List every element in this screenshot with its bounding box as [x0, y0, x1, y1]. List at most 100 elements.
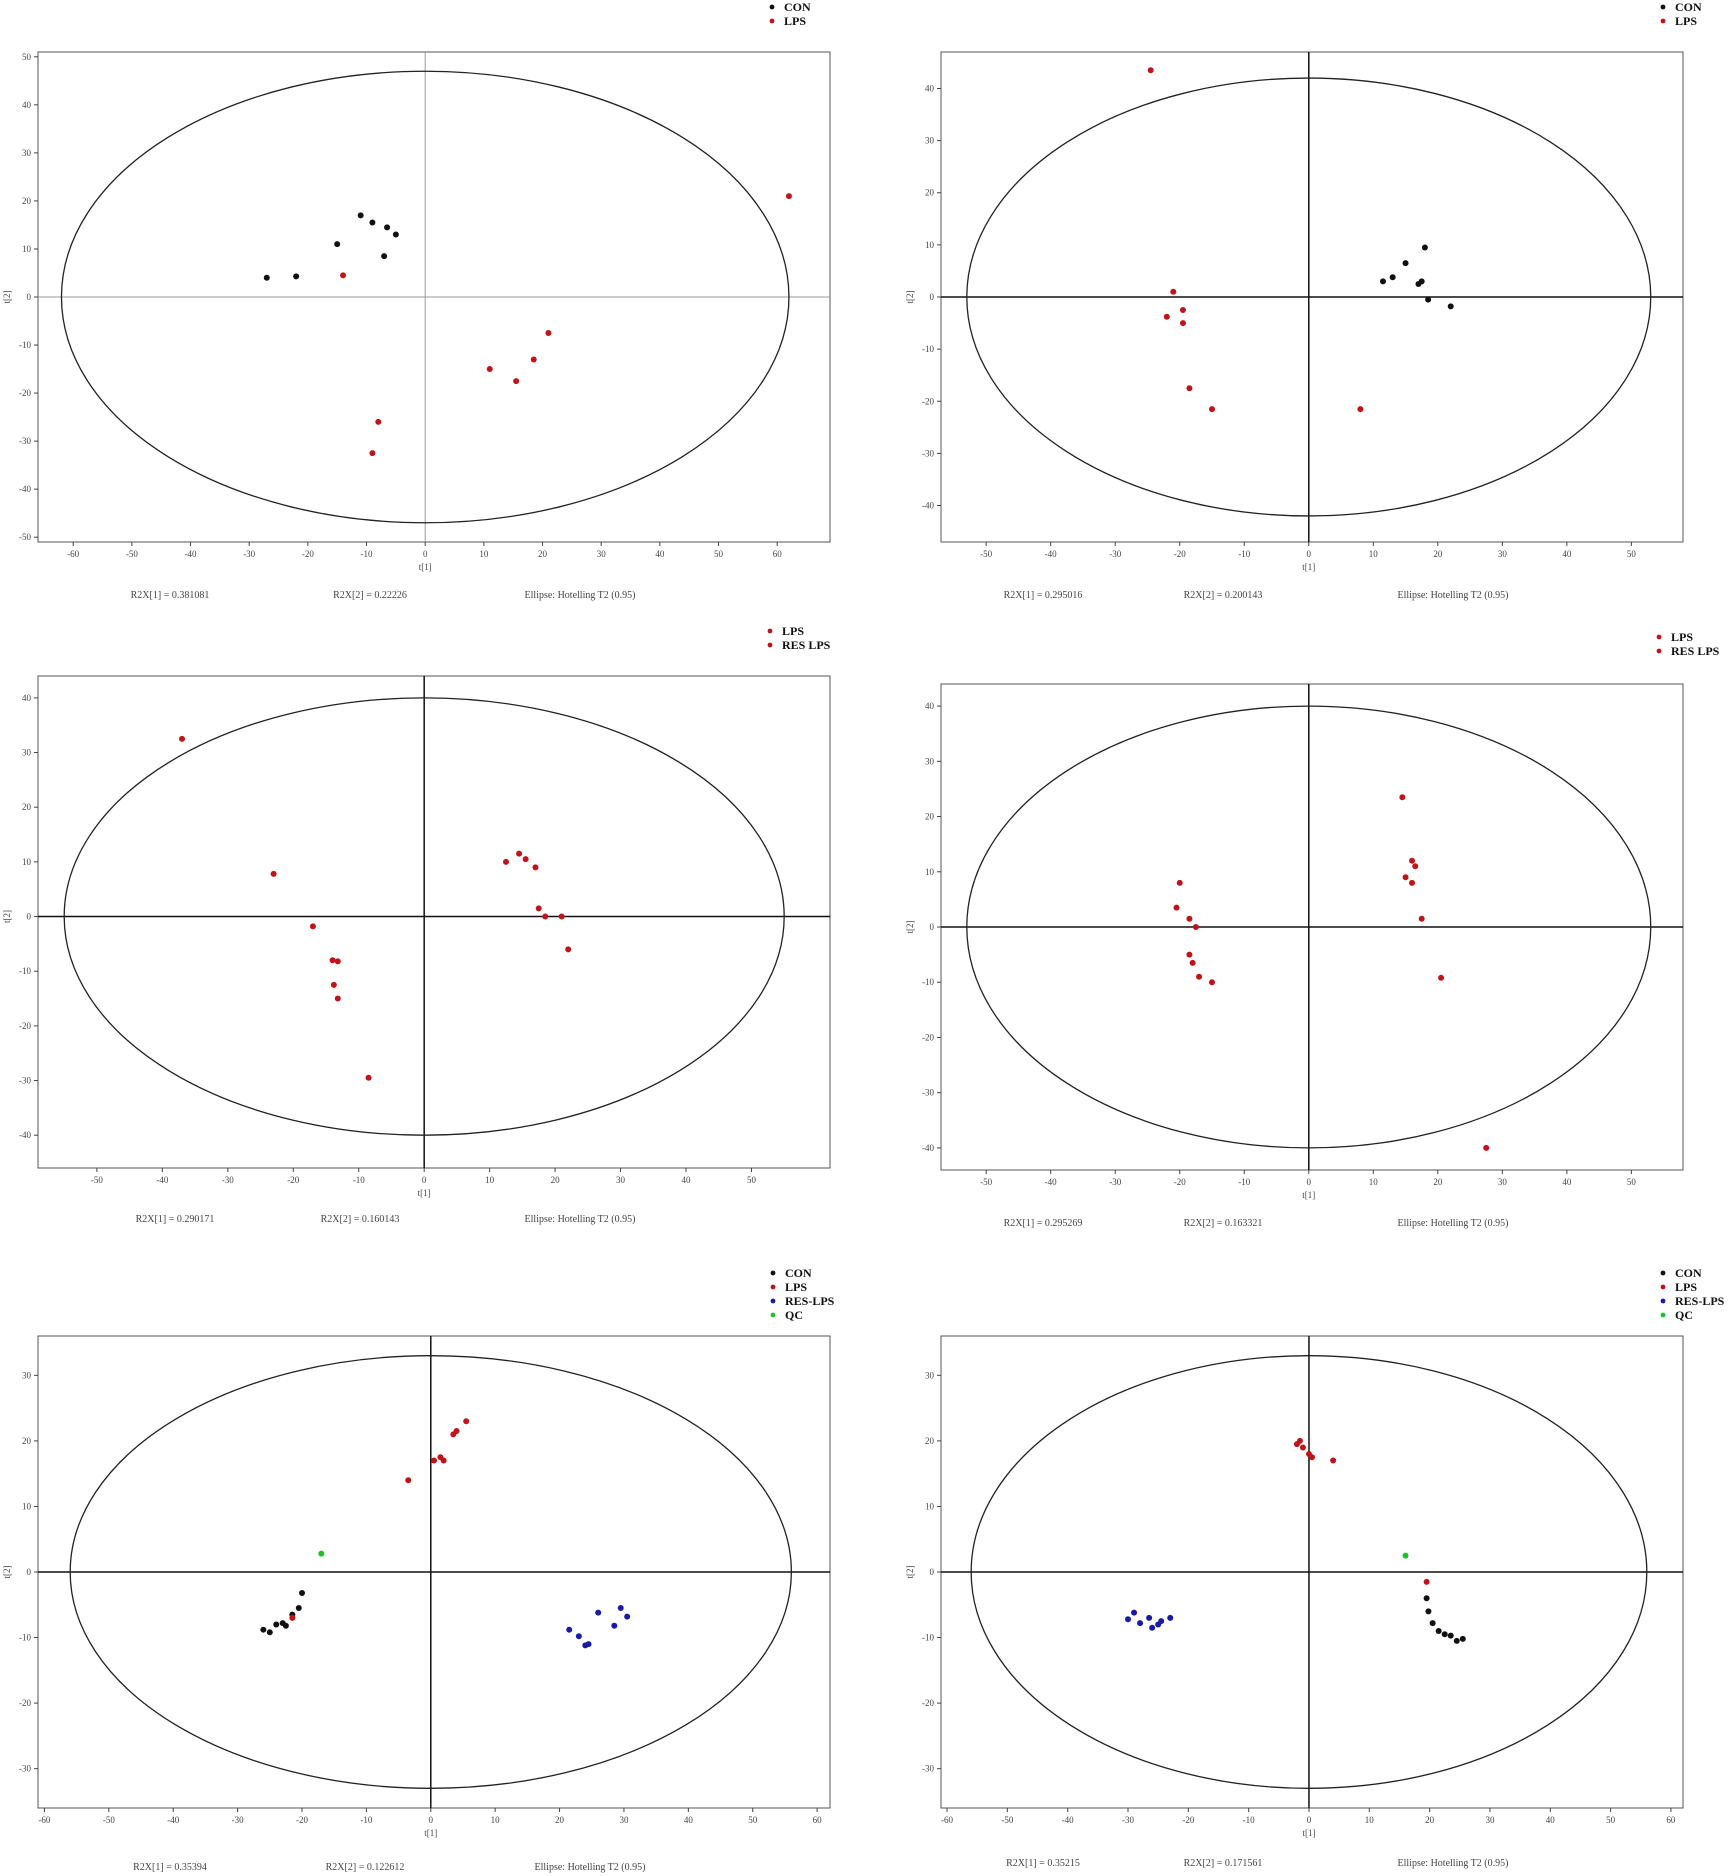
y-tick-label: 30 [925, 136, 935, 146]
data-point-res-lps [585, 1641, 592, 1648]
y-tick-label: 30 [925, 756, 935, 766]
data-point-lps [334, 958, 341, 965]
pca-score-plot: -50 -40 -30 -20 -10 0 10 20 30 40 50 -40 -30 -20 -10 0 1… [905, 0, 1702, 601]
y-tick-label: -40 [19, 1130, 31, 1140]
legend-label-con: CON [785, 1266, 812, 1280]
y-tick-label: -20 [922, 1698, 934, 1708]
data-point-lps [369, 450, 376, 457]
x-tick-label: -50 [91, 1175, 103, 1185]
hotelling-ellipse [966, 705, 1652, 1149]
data-point-res-lps [558, 913, 565, 920]
y-tick-label: 10 [925, 1501, 935, 1511]
data-point-lps [453, 1428, 460, 1435]
x-tick-label: 0 [1307, 1815, 1312, 1825]
pca-score-plot: -50 -40 -30 -20 -10 0 10 20 30 40 50 -40 -30 -20 -10 0 1… [905, 630, 1720, 1229]
y-tick-label: -10 [922, 344, 934, 354]
y-tick-label: -10 [19, 966, 31, 976]
data-point-con [1421, 244, 1428, 251]
x-tick-label: 60 [813, 1815, 823, 1825]
ellipse-note: Ellipse: Hotelling T2 (0.95) [1398, 590, 1509, 601]
data-point-lps [289, 1614, 296, 1621]
legend-marker-qc [770, 1312, 776, 1318]
y-tick-label: -20 [922, 396, 934, 406]
y-tick-label: 20 [22, 196, 32, 206]
data-point-res-lps [575, 1633, 582, 1640]
x-tick-label: -10 [1238, 549, 1250, 559]
data-point-lps [1186, 385, 1193, 392]
data-point-con [1441, 1631, 1448, 1638]
x-tick-label: 50 [714, 549, 724, 559]
data-point-lps [431, 1457, 437, 1464]
data-point-lps [1412, 863, 1419, 870]
x-tick-label: 40 [1546, 1815, 1556, 1825]
x-tick-label: 40 [655, 549, 665, 559]
data-point-lps [1179, 307, 1186, 314]
data-point-lps [1357, 406, 1364, 413]
x-tick-label: 60 [773, 549, 783, 559]
y-tick-label: 50 [22, 52, 32, 62]
data-point-lps [1179, 320, 1186, 327]
x-tick-label: -20 [1174, 549, 1186, 559]
data-point-res-lps [1186, 915, 1193, 922]
data-point-res-lps [1167, 1614, 1174, 1621]
legend-marker-res-lps [1656, 648, 1662, 654]
data-point-lps [405, 1477, 412, 1484]
legend-marker-lps [1660, 18, 1666, 24]
data-point-res-lps [565, 946, 572, 953]
y-tick-label: -30 [922, 1088, 934, 1098]
x-axis-label: t[1] [419, 562, 432, 572]
x-tick-label: 0 [423, 549, 428, 559]
data-point-con [1425, 296, 1432, 303]
x-tick-label: 10 [1369, 549, 1379, 559]
r2x-label: R2X[1] = 0.35394 [133, 1862, 207, 1873]
y-tick-label: -40 [19, 484, 31, 494]
legend-marker-res-lps [767, 642, 773, 648]
x-tick-label: 20 [551, 1175, 561, 1185]
data-point-con [1389, 274, 1396, 281]
pca-score-plot: -60 -50 -40 -30 -20 -10 0 10 20 30 40 50 60 -30 -20 -10… [905, 1266, 1725, 1869]
y-tick-label: 40 [925, 83, 935, 93]
data-point-res-lps [611, 1622, 618, 1629]
data-point-con [1459, 1635, 1466, 1642]
x-tick-label: -20 [302, 549, 314, 559]
data-point-con [1453, 1637, 1460, 1644]
data-point-res-lps [1131, 1609, 1138, 1616]
y-tick-label: -40 [922, 501, 934, 511]
y-tick-label: -10 [19, 340, 31, 350]
data-point-lps [486, 366, 493, 373]
y-tick-label: 30 [22, 148, 32, 158]
x-tick-label: -20 [1174, 1177, 1186, 1187]
y-tick-label: 30 [22, 748, 32, 758]
x-tick-label: 20 [1425, 1815, 1435, 1825]
x-tick-label: 40 [1562, 549, 1572, 559]
pca-score-plot: -50 -40 -30 -20 -10 0 10 20 30 40 50 -40 -30 -20 -10 0 1… [2, 624, 831, 1225]
data-point-lps [1402, 874, 1409, 881]
y-tick-label: -10 [922, 1633, 934, 1643]
data-point-con [357, 212, 364, 219]
x-tick-label: 50 [1606, 1815, 1616, 1825]
data-point-res-lps [1158, 1618, 1165, 1625]
r2x-label: R2X[2] = 0.171561 [1184, 1858, 1263, 1869]
data-point-con [1418, 278, 1425, 285]
ellipse-note: Ellipse: Hotelling T2 (0.95) [1398, 1218, 1509, 1229]
legend-label-lps: LPS [1671, 630, 1693, 644]
legend-marker-con [1660, 4, 1666, 10]
x-tick-label: -40 [185, 549, 197, 559]
x-tick-label: -60 [38, 1815, 50, 1825]
data-point-res-lps [1149, 1624, 1156, 1631]
y-tick-label: 30 [925, 1370, 935, 1380]
legend-marker-lps [1660, 1284, 1666, 1290]
y-tick-label: 40 [22, 100, 32, 110]
pca-panel-4: -50 -40 -30 -20 -10 0 10 20 30 40 50 -40 -30 -20 -10 0 1… [893, 620, 1732, 1250]
y-tick-label: 10 [925, 867, 935, 877]
data-point-lps [1170, 288, 1177, 295]
data-point-con [369, 219, 376, 226]
x-tick-label: -10 [360, 1815, 372, 1825]
y-axis-label: t[2] [2, 910, 12, 923]
legend-label-lps: LPS [784, 14, 806, 28]
data-point-lps [1208, 406, 1215, 413]
x-tick-label: 10 [1365, 1815, 1375, 1825]
data-point-lps [1438, 974, 1445, 981]
data-point-con [1423, 1595, 1430, 1602]
data-point-lps [513, 378, 520, 385]
